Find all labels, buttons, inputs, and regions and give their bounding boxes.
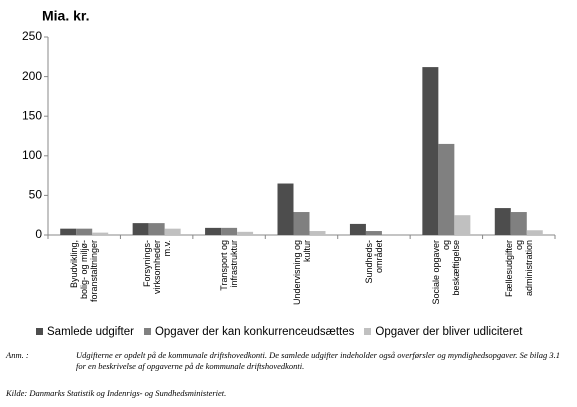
bar bbox=[76, 228, 93, 235]
legend-label: Opgaver der kan konkurrenceudsættes bbox=[154, 326, 355, 338]
bar bbox=[148, 223, 165, 235]
x-tick-label: Forsynings- virksomheder m.v. bbox=[141, 240, 172, 295]
legend-item: Opgaver der kan konkurrenceudsættes bbox=[143, 326, 355, 338]
bar bbox=[309, 231, 326, 235]
bar bbox=[526, 230, 543, 235]
bar bbox=[365, 231, 382, 235]
x-tick-label: Transport og infrastruktur bbox=[219, 240, 240, 291]
legend-swatch bbox=[143, 328, 151, 335]
bar bbox=[164, 228, 181, 235]
bar bbox=[277, 183, 294, 235]
bar bbox=[454, 215, 471, 235]
legend-item: Opgaver der bliver udliciteret bbox=[364, 326, 522, 338]
x-tick-label: Sundheds- området bbox=[363, 240, 384, 284]
y-tick-label: 200 bbox=[22, 69, 42, 83]
x-tick-label: Byudvikling, bolig- og miljø- foranstalt… bbox=[69, 240, 100, 303]
bar bbox=[438, 143, 455, 235]
legend-swatch bbox=[364, 328, 372, 335]
note-label: Anm. : bbox=[6, 350, 29, 360]
x-tick-label: Sociale opgaver og beskæftigelse bbox=[431, 240, 462, 305]
legend: Samlede udgifter Opgaver der kan konkurre… bbox=[36, 326, 522, 338]
bar bbox=[132, 223, 149, 235]
y-tick-label: 0 bbox=[35, 227, 42, 241]
y-tick-label: 50 bbox=[29, 188, 43, 202]
legend-label: Samlede udgifter bbox=[47, 326, 134, 338]
x-tick-label: Undervisning og kultur bbox=[291, 240, 312, 306]
y-tick-label: 250 bbox=[22, 29, 42, 43]
bar bbox=[205, 227, 222, 235]
note-text: Udgifterne er opdelt på de kommunale dri… bbox=[76, 350, 560, 371]
y-tick-label: 150 bbox=[22, 108, 42, 122]
legend-item: Samlede udgifter bbox=[36, 326, 134, 338]
bar bbox=[293, 212, 310, 235]
legend-swatch bbox=[36, 328, 43, 335]
bar bbox=[221, 227, 238, 235]
bar bbox=[92, 232, 109, 235]
bar bbox=[237, 231, 254, 235]
bar bbox=[510, 212, 527, 235]
bar bbox=[422, 67, 439, 235]
source: Kilde: Danmarks Statistik og Indenrigs- … bbox=[6, 388, 227, 398]
bar bbox=[60, 228, 77, 235]
legend-label: Opgaver der bliver udliciteret bbox=[375, 326, 523, 338]
x-tick-label: Fællesudgifter og administration bbox=[503, 240, 534, 298]
bar bbox=[349, 223, 366, 235]
bar bbox=[494, 208, 511, 235]
chart-title: Mia. kr. bbox=[42, 8, 89, 24]
y-tick-label: 100 bbox=[22, 148, 42, 162]
